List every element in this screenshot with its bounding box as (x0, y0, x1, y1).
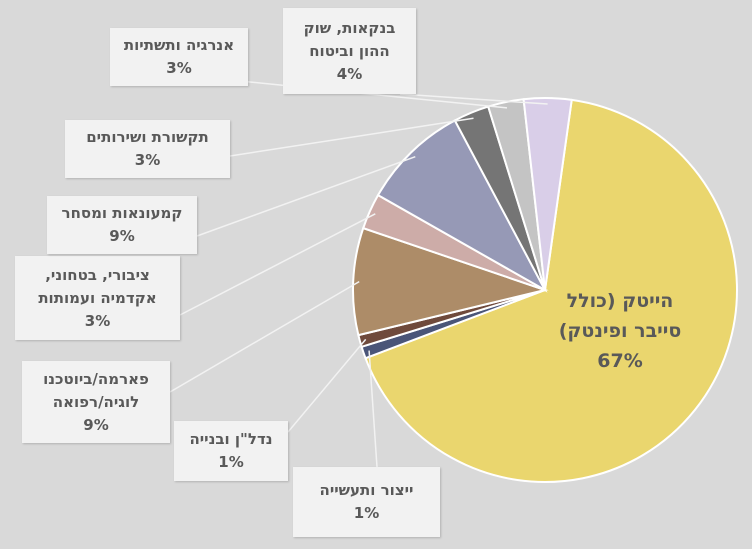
slice-callout: פארמה/ביוטכנו לוגיה/רפואה 9% (22, 361, 170, 443)
pie-slice (364, 98, 738, 483)
leader-line (229, 117, 474, 157)
slice-percent: 4% (336, 64, 363, 83)
slice-label-text: תקשורת ושירותים (86, 128, 209, 146)
slice-label-text: ייצור ותעשייה (319, 481, 414, 499)
slice-label-text: ציבורי, בטחוני, (45, 265, 150, 284)
leader-line (179, 213, 376, 316)
slice-percent: 1% (353, 504, 380, 522)
pie-slice (522, 97, 573, 291)
slice-label-text: הייטק (כולל (566, 290, 674, 312)
slice-callout: בנקאות, שוק ההון וביטוח 4% (283, 8, 416, 94)
slice-label-text: נדל"ן ובנייה (189, 430, 273, 448)
slice-percent: 67% (597, 350, 643, 372)
slice-label-text: פארמה/ביוטכנו (43, 369, 149, 388)
leader-line (399, 93, 548, 105)
slice-label-text: סייבר ופינטק) (558, 320, 682, 342)
slice-percent: 3% (166, 59, 192, 77)
pie-slice (352, 226, 549, 337)
slice-callout: תקשורת ושירותים 3% (65, 120, 230, 178)
slice-label: הייטק (כולל סייבר ופינטק) 67% (555, 286, 685, 376)
slice-label-text: קמעונאות ומסחר (61, 204, 183, 222)
slice-label-text: אקדמיה ועמותות (38, 288, 157, 307)
leader-line (196, 155, 416, 237)
slice-callout: ייצור ותעשייה 1% (293, 467, 440, 537)
slice-percent: 1% (218, 453, 244, 471)
slice-callout: ציבורי, בטחוני, אקדמיה ועמותות 3% (15, 256, 180, 340)
slice-callout: קמעונאות ומסחר 9% (47, 196, 197, 254)
slice-callout: אנרגיה ותשתיות 3% (110, 28, 248, 86)
slice-percent: 9% (83, 415, 109, 434)
slice-label-text: בנקאות, שוק (303, 18, 396, 37)
slice-label-text: אנרגיה ותשתיות (123, 36, 235, 54)
slice-callout: נדל"ן ובנייה 1% (174, 421, 288, 481)
slice-percent: 3% (134, 151, 161, 169)
slice-label-text: ההון וביטוח (309, 41, 390, 60)
leader-line (368, 350, 378, 468)
slice-percent: 3% (84, 311, 111, 330)
leader-line (287, 338, 367, 433)
slice-label-text: לוגיה/רפואה (52, 392, 140, 411)
leader-line (169, 280, 360, 393)
slice-percent: 9% (109, 227, 135, 245)
